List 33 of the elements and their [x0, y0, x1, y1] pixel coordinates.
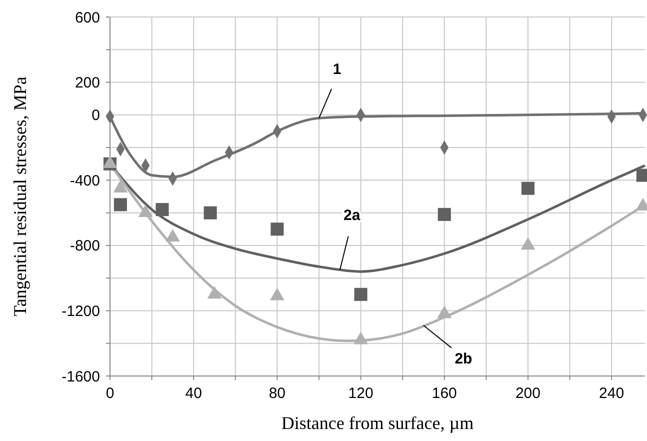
y-tick-label: -400	[70, 172, 100, 190]
annotation: 2b	[454, 350, 472, 368]
y-axis-title: Tangential residual stresses, MPa	[10, 76, 30, 316]
x-tick-label: 160	[432, 385, 457, 402]
y-tick-label: -1200	[62, 302, 100, 320]
point	[520, 237, 536, 250]
point	[270, 222, 284, 236]
point	[270, 288, 284, 300]
x-tick-label: 120	[348, 385, 374, 402]
y-tick-label: 0	[92, 107, 100, 124]
y-tick-label: -800	[70, 238, 100, 255]
y-tick-label: 200	[74, 74, 100, 92]
point	[438, 208, 451, 221]
x-tick-label: 0	[106, 385, 114, 402]
x-tick-label: 80	[268, 385, 286, 402]
point	[207, 286, 222, 299]
y-tick-label: 600	[74, 9, 100, 26]
point	[156, 203, 169, 216]
x-tick-label: 240	[599, 385, 624, 402]
annotation: 2a	[344, 206, 361, 224]
point	[165, 228, 180, 242]
x-tick-label: 200	[515, 385, 540, 402]
x-tick-label: 40	[185, 385, 202, 402]
point	[354, 288, 368, 301]
point	[437, 306, 452, 318]
point	[204, 206, 217, 220]
point	[114, 198, 127, 212]
annotation: 1	[332, 61, 342, 78]
point	[113, 180, 128, 193]
point	[354, 332, 368, 344]
x-axis-title: Distance from surface, µm	[281, 413, 474, 433]
y-tick-label: -1600	[62, 368, 100, 386]
point	[521, 182, 534, 195]
